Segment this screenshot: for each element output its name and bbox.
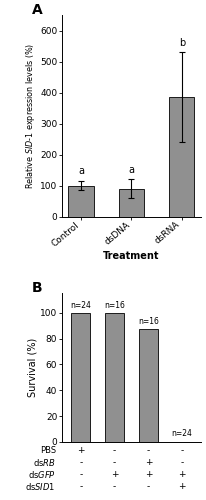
Text: a: a [128,165,134,175]
Text: +: + [144,458,151,467]
Y-axis label: Survival (%): Survival (%) [27,338,37,397]
Text: -: - [146,446,149,455]
Text: +: + [178,482,185,491]
Text: PBS: PBS [40,446,56,455]
Text: +: + [178,470,185,479]
Text: -: - [79,482,82,491]
Text: a: a [78,166,84,176]
Text: n=16: n=16 [137,318,158,326]
Text: n=16: n=16 [104,301,124,310]
Text: -: - [146,482,149,491]
Text: n=24: n=24 [70,301,91,310]
Text: A: A [32,3,42,17]
Text: -: - [112,446,116,455]
Bar [68,186,93,216]
Text: -: - [180,458,183,467]
Text: -: - [180,446,183,455]
Text: n=24: n=24 [171,429,192,438]
Text: +: + [144,470,151,479]
Bar [105,312,123,442]
Y-axis label: Relative $\mathit{SID}$-$\mathit{1}$ expression levels (%): Relative $\mathit{SID}$-$\mathit{1}$ exp… [24,43,37,189]
Text: ds$\mathit{SID1}$: ds$\mathit{SID1}$ [25,481,56,492]
Text: -: - [79,470,82,479]
Bar [118,189,143,216]
Text: b: b [178,38,184,48]
Bar [138,329,157,442]
Text: +: + [77,446,84,455]
Text: B: B [32,282,42,296]
Text: -: - [112,458,116,467]
Bar [169,97,194,216]
Text: -: - [79,458,82,467]
Bar [71,312,90,442]
Text: +: + [110,470,118,479]
Text: ds$\mathit{GFP}$: ds$\mathit{GFP}$ [28,469,56,480]
Text: -: - [112,482,116,491]
X-axis label: Treatment: Treatment [103,251,159,261]
Text: ds$\mathit{RB}$: ds$\mathit{RB}$ [33,457,56,468]
